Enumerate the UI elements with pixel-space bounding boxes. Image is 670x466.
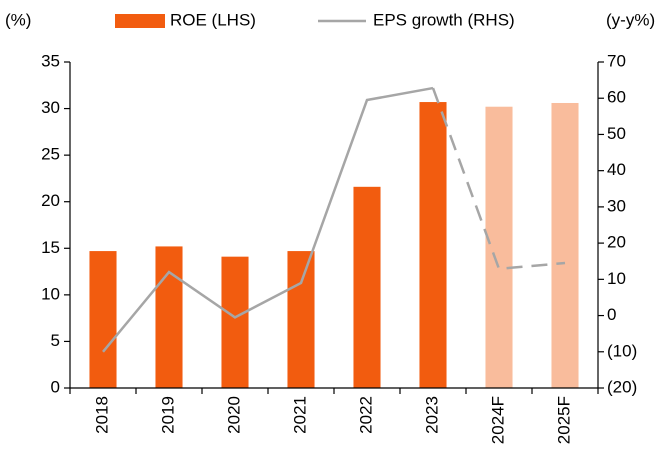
legend-label: ROE (LHS) — [170, 10, 256, 29]
y-tick-label: 5 — [51, 331, 60, 350]
x-tick-label: 2018 — [92, 396, 111, 434]
y2-tick-label: 0 — [607, 305, 616, 324]
bar — [353, 186, 381, 388]
y2-tick-label: (20) — [607, 377, 637, 396]
bar — [155, 246, 183, 388]
y2-tick-label: 50 — [607, 124, 626, 143]
bar — [221, 256, 249, 388]
y-tick-label: 25 — [41, 145, 60, 164]
x-tick-label: 2022 — [356, 396, 375, 434]
right-unit: (y-y%) — [606, 10, 655, 29]
x-tick-label: 2021 — [290, 396, 309, 434]
y-tick-label: 0 — [51, 377, 60, 396]
y2-tick-label: (10) — [607, 341, 637, 360]
y-tick-label: 30 — [41, 98, 60, 117]
legend-swatch — [115, 14, 165, 28]
y2-tick-label: 20 — [607, 233, 626, 252]
eps-line — [102, 86, 434, 353]
x-tick-label: 2024F — [488, 396, 507, 444]
y-tick-label: 15 — [41, 238, 60, 257]
left-unit: (%) — [5, 10, 31, 29]
y-tick-label: 20 — [41, 191, 60, 210]
bar — [419, 102, 447, 389]
y2-tick-label: 40 — [607, 160, 626, 179]
bar — [485, 106, 513, 389]
legend-label: EPS growth (RHS) — [373, 10, 515, 29]
y2-tick-label: 60 — [607, 88, 626, 107]
bar — [89, 251, 117, 388]
y2-tick-label: 30 — [607, 196, 626, 215]
y2-tick-label: 10 — [607, 269, 626, 288]
x-tick-label: 2020 — [224, 396, 243, 434]
y-tick-label: 10 — [41, 284, 60, 303]
bar — [287, 251, 315, 388]
eps-line-forecast — [431, 87, 566, 271]
y2-tick-label: 70 — [607, 51, 626, 70]
x-tick-label: 2019 — [158, 396, 177, 434]
bar — [551, 102, 579, 389]
y-tick-label: 35 — [41, 51, 60, 70]
x-tick-label: 2025F — [554, 396, 573, 444]
x-tick-label: 2023 — [422, 396, 441, 434]
